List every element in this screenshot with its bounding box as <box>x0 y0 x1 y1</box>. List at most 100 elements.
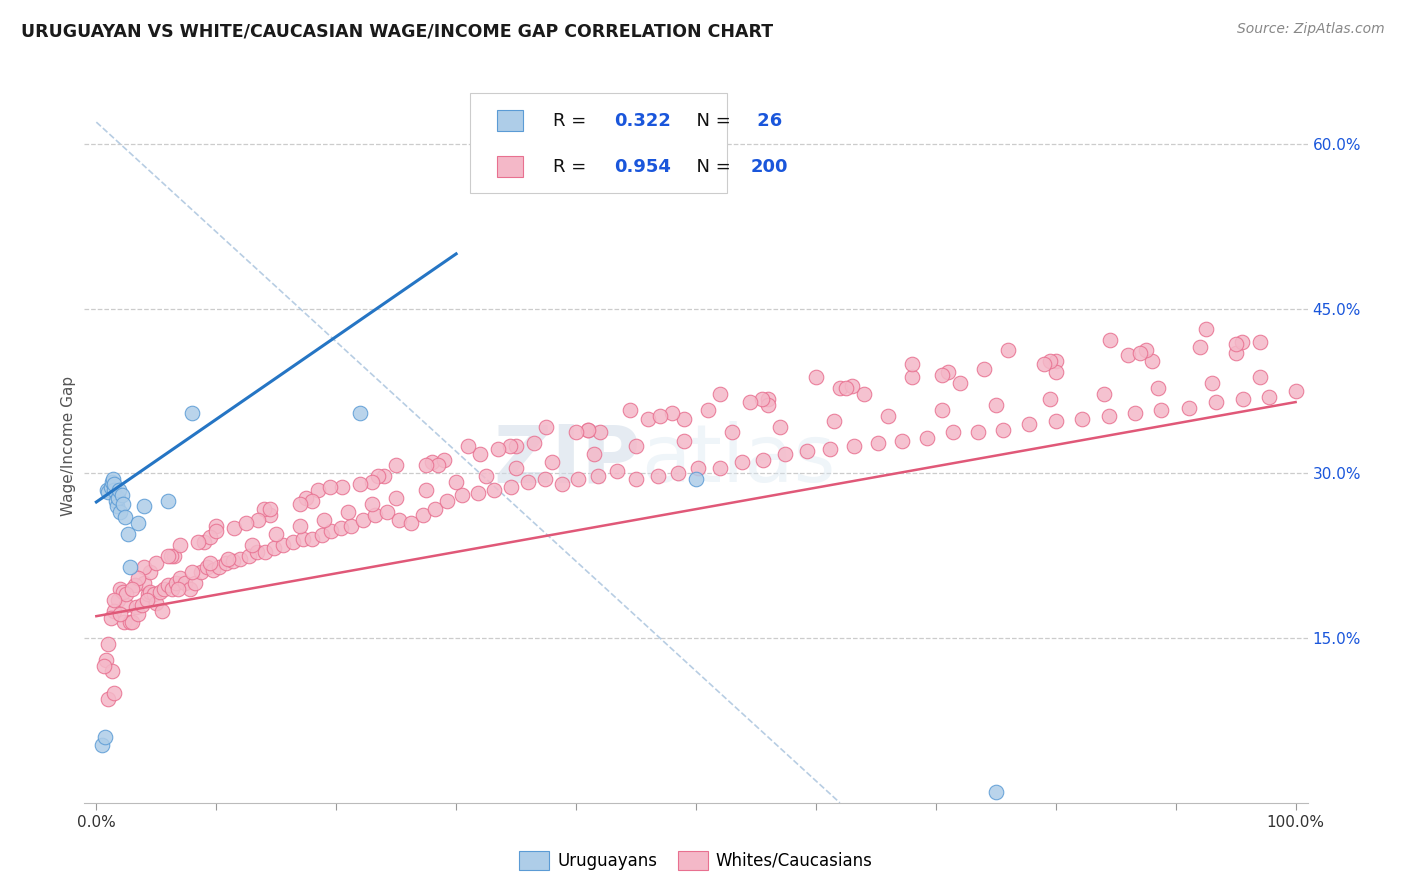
Point <box>1032 357 1054 371</box>
Point <box>97 485 120 500</box>
Point <box>179 582 201 596</box>
Point <box>936 366 959 380</box>
Point <box>101 472 124 486</box>
Point <box>997 343 1019 358</box>
Point <box>505 439 527 453</box>
Point <box>91 738 114 752</box>
Point <box>565 425 588 439</box>
Point <box>586 468 609 483</box>
Point <box>152 582 174 596</box>
Point <box>637 411 659 425</box>
Point <box>796 444 818 458</box>
Point <box>160 582 183 596</box>
Point <box>124 578 146 592</box>
Point <box>108 483 131 497</box>
Point <box>486 442 509 457</box>
Point <box>1230 334 1253 349</box>
Point <box>93 730 117 744</box>
Point <box>468 447 491 461</box>
Point <box>534 420 557 434</box>
Point <box>263 541 285 555</box>
Point <box>931 368 953 382</box>
Point <box>1097 409 1119 424</box>
Point <box>201 563 224 577</box>
Point <box>363 508 385 523</box>
Point <box>1129 345 1152 359</box>
Point <box>215 557 238 571</box>
Point <box>901 369 924 384</box>
Point <box>115 587 138 601</box>
Point <box>852 387 875 401</box>
Point <box>339 519 361 533</box>
Point <box>1018 417 1040 431</box>
Point <box>756 392 779 406</box>
Point <box>134 500 156 514</box>
Text: R =: R = <box>553 112 592 129</box>
Point <box>115 598 138 612</box>
Point <box>181 566 204 580</box>
Point <box>100 480 122 494</box>
Point <box>984 785 1007 799</box>
Point <box>157 494 180 508</box>
Text: N =: N = <box>685 112 737 129</box>
Point <box>301 494 323 508</box>
Point <box>110 607 132 621</box>
Text: Source: ZipAtlas.com: Source: ZipAtlas.com <box>1237 22 1385 37</box>
Point <box>1071 411 1094 425</box>
Point <box>111 585 134 599</box>
Point <box>820 442 842 457</box>
Point <box>550 477 572 491</box>
Point <box>127 516 149 530</box>
Point <box>254 545 277 559</box>
Point <box>145 557 167 571</box>
Text: 0.954: 0.954 <box>614 158 671 176</box>
Point <box>1045 414 1067 428</box>
Point <box>169 538 191 552</box>
Point <box>751 392 773 406</box>
Point <box>240 538 263 552</box>
Point <box>314 512 336 526</box>
Point <box>101 664 124 678</box>
Point <box>709 461 731 475</box>
Point <box>183 576 205 591</box>
Point <box>165 576 187 591</box>
Point <box>101 475 124 490</box>
Point <box>174 576 197 591</box>
Point <box>1045 354 1067 368</box>
Point <box>876 409 898 424</box>
Point <box>738 395 761 409</box>
Point <box>107 491 129 505</box>
Point <box>752 453 775 467</box>
Point <box>190 566 212 580</box>
Point <box>1258 390 1281 404</box>
Point <box>688 461 710 475</box>
Point <box>1201 376 1223 391</box>
Point <box>205 524 228 538</box>
Point <box>121 615 143 629</box>
Point <box>145 596 167 610</box>
Point <box>330 521 353 535</box>
Point <box>105 500 128 514</box>
Point <box>415 483 437 497</box>
Point <box>114 510 136 524</box>
Point <box>619 402 641 417</box>
Point <box>193 534 215 549</box>
Point <box>96 483 118 497</box>
Point <box>349 406 371 420</box>
Point <box>150 604 173 618</box>
Point <box>103 604 125 618</box>
Point <box>1123 406 1146 420</box>
Point <box>387 512 409 526</box>
Point <box>1098 333 1121 347</box>
Point <box>167 582 190 596</box>
Text: R =: R = <box>553 158 592 176</box>
Text: 0.322: 0.322 <box>614 112 671 129</box>
Point <box>844 439 866 453</box>
Point <box>973 362 995 376</box>
Point <box>1146 381 1168 395</box>
Point <box>828 381 851 395</box>
Point <box>264 526 287 541</box>
Point <box>163 549 186 563</box>
Point <box>427 458 450 472</box>
Point <box>208 559 231 574</box>
